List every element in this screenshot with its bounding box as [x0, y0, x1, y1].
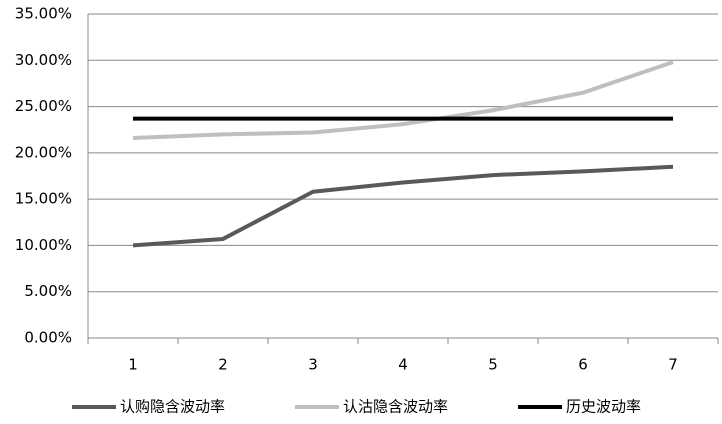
y-tick-label: 0.00% — [24, 329, 72, 347]
x-tick-label: 5 — [488, 356, 498, 374]
y-tick-label: 5.00% — [24, 282, 72, 300]
x-tick-label: 2 — [218, 356, 228, 374]
y-tick-label: 35.00% — [15, 5, 72, 23]
y-tick-label: 30.00% — [15, 51, 72, 69]
x-tick-label: 4 — [398, 356, 408, 374]
y-tick-label: 10.00% — [15, 236, 72, 254]
series-line — [132, 164, 674, 248]
legend-label: 认购隐含波动率 — [120, 398, 225, 416]
y-tick-label: 20.00% — [15, 143, 72, 161]
legend-label: 历史波动率 — [566, 398, 641, 416]
legend-label: 认沽隐含波动率 — [343, 398, 448, 416]
x-tick-label: 7 — [668, 356, 678, 374]
x-tick-label: 3 — [308, 356, 318, 374]
series-line — [132, 60, 674, 141]
x-tick-label: 1 — [128, 356, 138, 374]
y-tick-label: 15.00% — [15, 190, 72, 208]
y-tick-label: 25.00% — [15, 97, 72, 115]
x-tick-label: 6 — [578, 356, 588, 374]
